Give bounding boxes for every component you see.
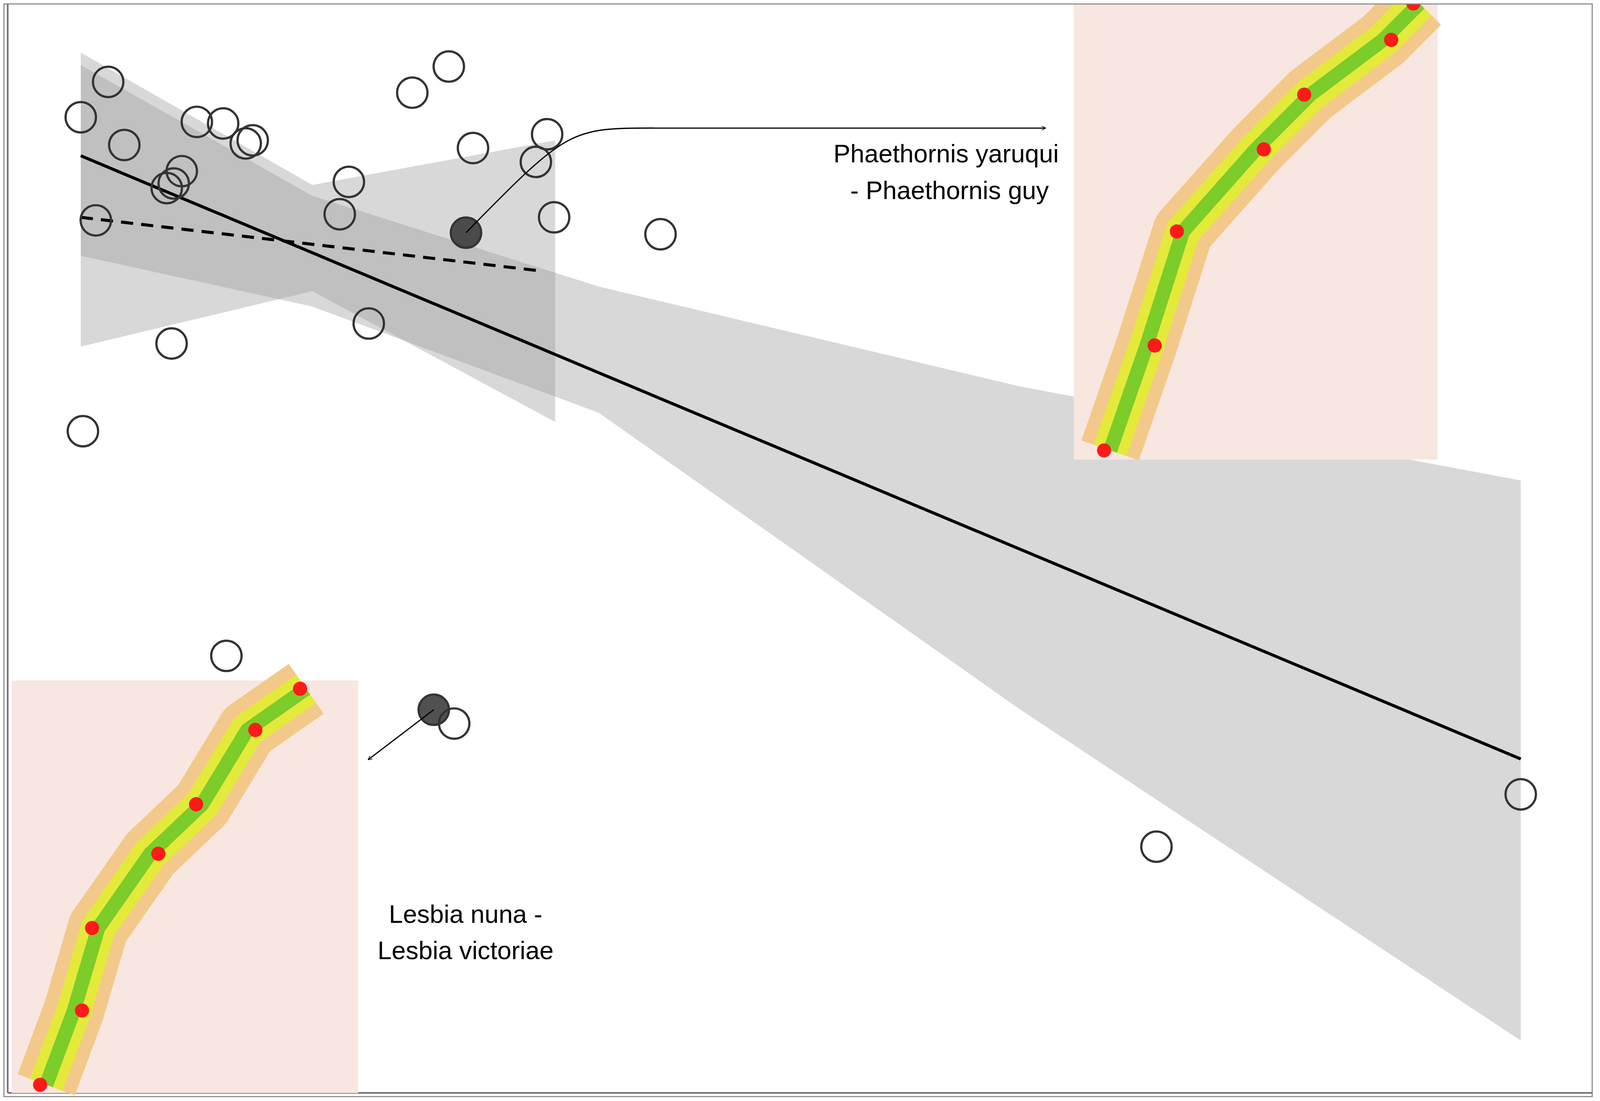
svg-text:Phaethornis yaruqui: Phaethornis yaruqui (833, 139, 1059, 168)
svg-text:Lesbia victoriae: Lesbia victoriae (377, 936, 554, 965)
svg-text:Lesbia nuna -: Lesbia nuna - (388, 899, 543, 929)
svg-text:- Phaethornis guy: - Phaethornis guy (843, 176, 1050, 205)
